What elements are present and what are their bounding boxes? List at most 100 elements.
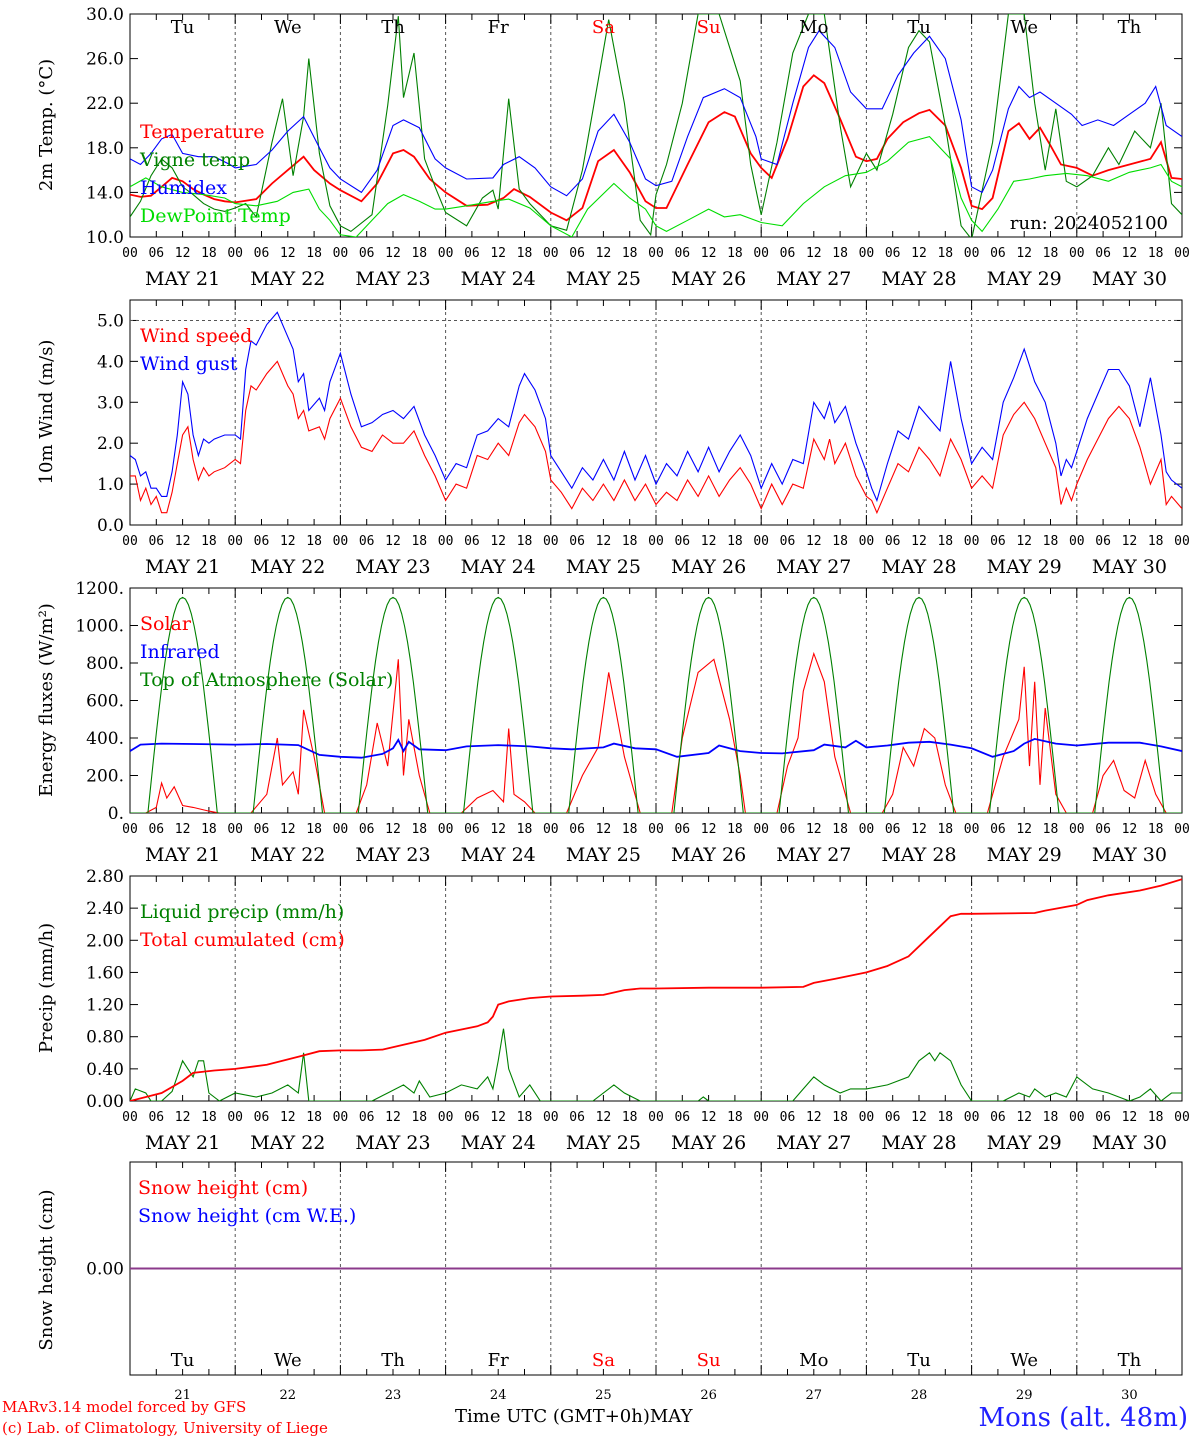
hour-label: 00	[227, 534, 243, 549]
y-tick-label: 2.40	[86, 899, 124, 919]
series-line-wind-gust	[130, 311, 1182, 503]
hour-label: 00	[543, 822, 559, 837]
hour-label: 00	[333, 246, 349, 261]
hour-label: 06	[148, 1110, 164, 1125]
hour-label: 12	[806, 246, 822, 261]
panel-frame	[129, 587, 1183, 814]
weekday-label: We	[1010, 1350, 1038, 1371]
hour-label: 00	[964, 246, 980, 261]
legend-entry: Liquid precip (mm/h)	[140, 901, 344, 923]
hour-label: 06	[674, 822, 690, 837]
weekday-label: Tu	[907, 1350, 931, 1371]
legend-entry: Solar	[140, 613, 192, 635]
hour-label: 18	[517, 534, 533, 549]
hour-label: 06	[885, 822, 901, 837]
date-label: MAY 23	[355, 556, 430, 578]
y-tick-label: 2.0	[97, 434, 124, 454]
weekday-label: Su	[697, 17, 721, 38]
legend-entry: Infrared	[140, 641, 220, 663]
y-tick-label: 600.	[86, 692, 124, 712]
date-label: MAY 22	[250, 844, 325, 866]
y-tick-label: 3.0	[97, 393, 124, 413]
hour-label: 06	[254, 534, 270, 549]
date-label: MAY 24	[461, 556, 536, 578]
hour-label: 18	[1043, 1110, 1059, 1125]
hour-label: 00	[1069, 246, 1085, 261]
hour-label: 00	[333, 822, 349, 837]
hour-label: 00	[964, 822, 980, 837]
hour-label: 00	[753, 822, 769, 837]
hour-label: 00	[122, 1110, 138, 1125]
date-label: MAY 27	[776, 268, 851, 290]
hour-label: 18	[306, 246, 322, 261]
hour-label: 12	[280, 822, 296, 837]
hour-label: 12	[385, 822, 401, 837]
hour-label: 00	[122, 246, 138, 261]
date-label: MAY 22	[250, 556, 325, 578]
y-tick-label: 200.	[86, 767, 124, 787]
hour-label: 06	[780, 822, 796, 837]
hour-label: 12	[911, 534, 927, 549]
date-label: MAY 26	[671, 844, 746, 866]
hour-label: 06	[1095, 534, 1111, 549]
date-label: MAY 28	[881, 1132, 956, 1154]
hour-label: 18	[622, 822, 638, 837]
hour-label: 00	[1174, 822, 1190, 837]
hour-label: 12	[490, 1110, 506, 1125]
hour-label: 12	[490, 246, 506, 261]
hour-label: 18	[727, 822, 743, 837]
hour-label: 12	[1016, 1110, 1032, 1125]
hour-label: 12	[1016, 246, 1032, 261]
station-name: Mons (alt. 48m)	[978, 1403, 1188, 1433]
series-line-top-of-atmosphere-solar-	[130, 596, 1182, 813]
hour-label: 12	[911, 1110, 927, 1125]
date-label: MAY 21	[145, 1132, 220, 1154]
y-axis-label: 2m Temp. (°C)	[36, 59, 57, 191]
hour-label: 06	[464, 534, 480, 549]
hour-label: 00	[1069, 1110, 1085, 1125]
hour-label: 18	[517, 1110, 533, 1125]
weekday-label: We	[274, 17, 302, 38]
series-line-infrared	[130, 737, 1182, 759]
hour-label: 18	[411, 1110, 427, 1125]
hour-label: 18	[622, 534, 638, 549]
hour-label: 00	[438, 534, 454, 549]
hour-label: 18	[201, 534, 217, 549]
hour-label: 00	[753, 1110, 769, 1125]
date-label: MAY 27	[776, 556, 851, 578]
y-axis-label: 10m Wind (m/s)	[36, 340, 57, 485]
hour-label: 06	[148, 246, 164, 261]
hour-label: 18	[937, 822, 953, 837]
day-number: 21	[174, 1388, 191, 1403]
date-label: MAY 25	[566, 844, 641, 866]
hour-label: 18	[306, 534, 322, 549]
hour-label: 12	[596, 534, 612, 549]
hour-label: 12	[596, 1110, 612, 1125]
hour-label: 18	[727, 534, 743, 549]
hour-label: 12	[490, 822, 506, 837]
hour-label: 12	[1122, 534, 1138, 549]
hour-label: 18	[1043, 246, 1059, 261]
weekday-label: Fr	[488, 17, 509, 38]
weekday-label: Fr	[488, 1350, 509, 1371]
date-label: MAY 26	[671, 1132, 746, 1154]
hour-label: 12	[175, 534, 191, 549]
hour-label: 12	[806, 822, 822, 837]
hour-label: 18	[1043, 822, 1059, 837]
hour-label: 06	[990, 246, 1006, 261]
series-line-temperature	[130, 74, 1182, 222]
weekday-label: Th	[381, 1350, 405, 1371]
hour-label: 06	[674, 534, 690, 549]
hour-label: 06	[359, 246, 375, 261]
y-tick-label: 4.0	[97, 352, 124, 372]
date-label: MAY 24	[461, 844, 536, 866]
y-tick-label: 22.0	[86, 94, 124, 114]
hour-label: 06	[569, 822, 585, 837]
hour-label: 00	[753, 534, 769, 549]
hour-label: 12	[1016, 534, 1032, 549]
date-label: MAY 25	[566, 556, 641, 578]
hour-label: 12	[701, 822, 717, 837]
hour-label: 00	[859, 534, 875, 549]
hour-label: 00	[1174, 1110, 1190, 1125]
